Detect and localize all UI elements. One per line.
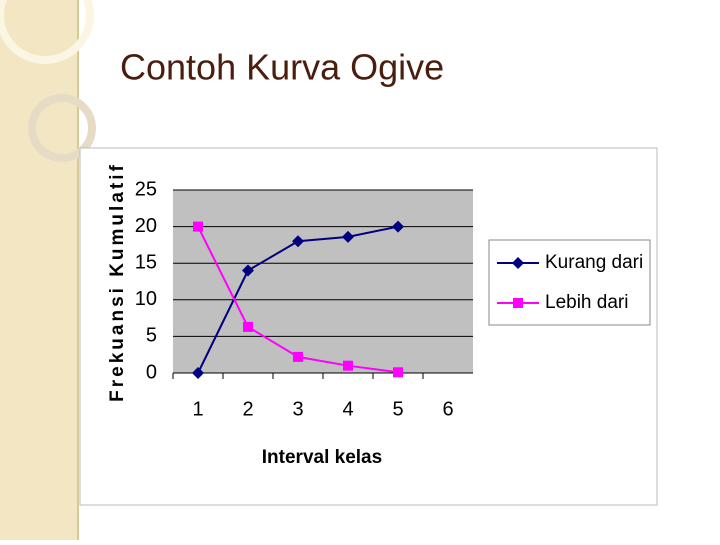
data-point (343, 360, 353, 371)
x-tick-label: 1 (192, 398, 203, 420)
x-tick-label: 4 (342, 398, 353, 420)
legend-box (488, 239, 651, 326)
data-point (192, 367, 204, 379)
legend-marker (513, 298, 523, 308)
data-point (293, 351, 303, 362)
data-point (342, 230, 354, 243)
y-tick-label: 5 (146, 325, 157, 347)
deco-circle (28, 94, 96, 162)
deco-circle (0, 0, 94, 64)
slide-title: Contoh Kurva Ogive (120, 47, 444, 88)
data-point (392, 220, 404, 233)
y-tick-label: 0 (146, 361, 157, 383)
legend-marker (512, 257, 524, 269)
y-tick-label: 25 (135, 178, 157, 200)
x-tick-label: 5 (392, 398, 403, 420)
y-axis-label: Frekuansi Kumulatif (107, 162, 128, 402)
side-strip (0, 0, 78, 540)
data-point (242, 264, 254, 277)
legend-label: Lebih dari (545, 292, 628, 313)
x-tick-label: 3 (292, 398, 303, 420)
y-tick-label: 15 (135, 251, 157, 273)
plot-area (173, 190, 473, 373)
data-point (193, 221, 203, 232)
legend-label: Kurang dari (545, 252, 643, 273)
x-axis-label: Interval kelas (262, 447, 382, 468)
x-tick-label: 6 (442, 398, 453, 420)
y-tick-label: 20 (135, 215, 157, 237)
data-point (243, 321, 253, 332)
y-tick-label: 10 (135, 288, 157, 310)
x-tick-label: 2 (242, 398, 253, 420)
data-point (393, 367, 403, 378)
data-point (292, 235, 304, 248)
